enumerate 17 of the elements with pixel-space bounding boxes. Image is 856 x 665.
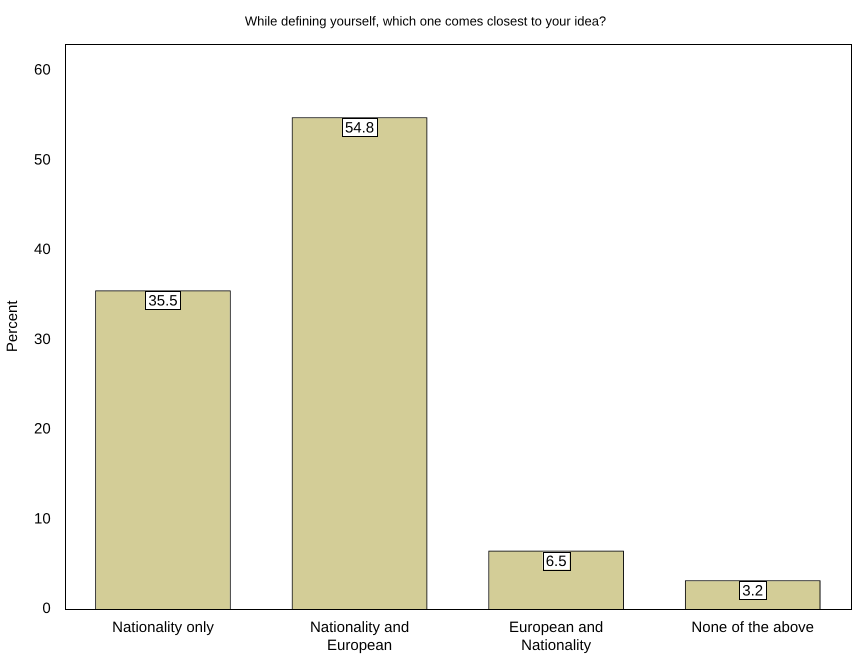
y-tick-label: 50 xyxy=(34,151,51,168)
chart-title: While defining yourself, which one comes closest to your idea? xyxy=(244,13,606,28)
data-label: 3.2 xyxy=(742,582,764,600)
data-label: 54.8 xyxy=(344,119,374,136)
y-tick-label: 10 xyxy=(34,510,51,528)
y-tick-label: 40 xyxy=(34,241,51,258)
x-tick-label: None of the above xyxy=(691,619,814,636)
y-tick-label: 0 xyxy=(42,600,51,618)
y-axis-title: Percent xyxy=(4,300,22,352)
x-tick-label: European and Nationality xyxy=(509,619,604,654)
x-tick-label: Nationality only xyxy=(112,619,214,636)
x-tick-label: Nationality and European xyxy=(310,619,410,654)
data-label: 35.5 xyxy=(148,292,178,310)
data-label: 6.5 xyxy=(546,552,567,570)
y-tick-label: 20 xyxy=(34,420,51,438)
y-tick-label: 30 xyxy=(34,330,51,348)
y-tick-label: 60 xyxy=(34,62,51,79)
